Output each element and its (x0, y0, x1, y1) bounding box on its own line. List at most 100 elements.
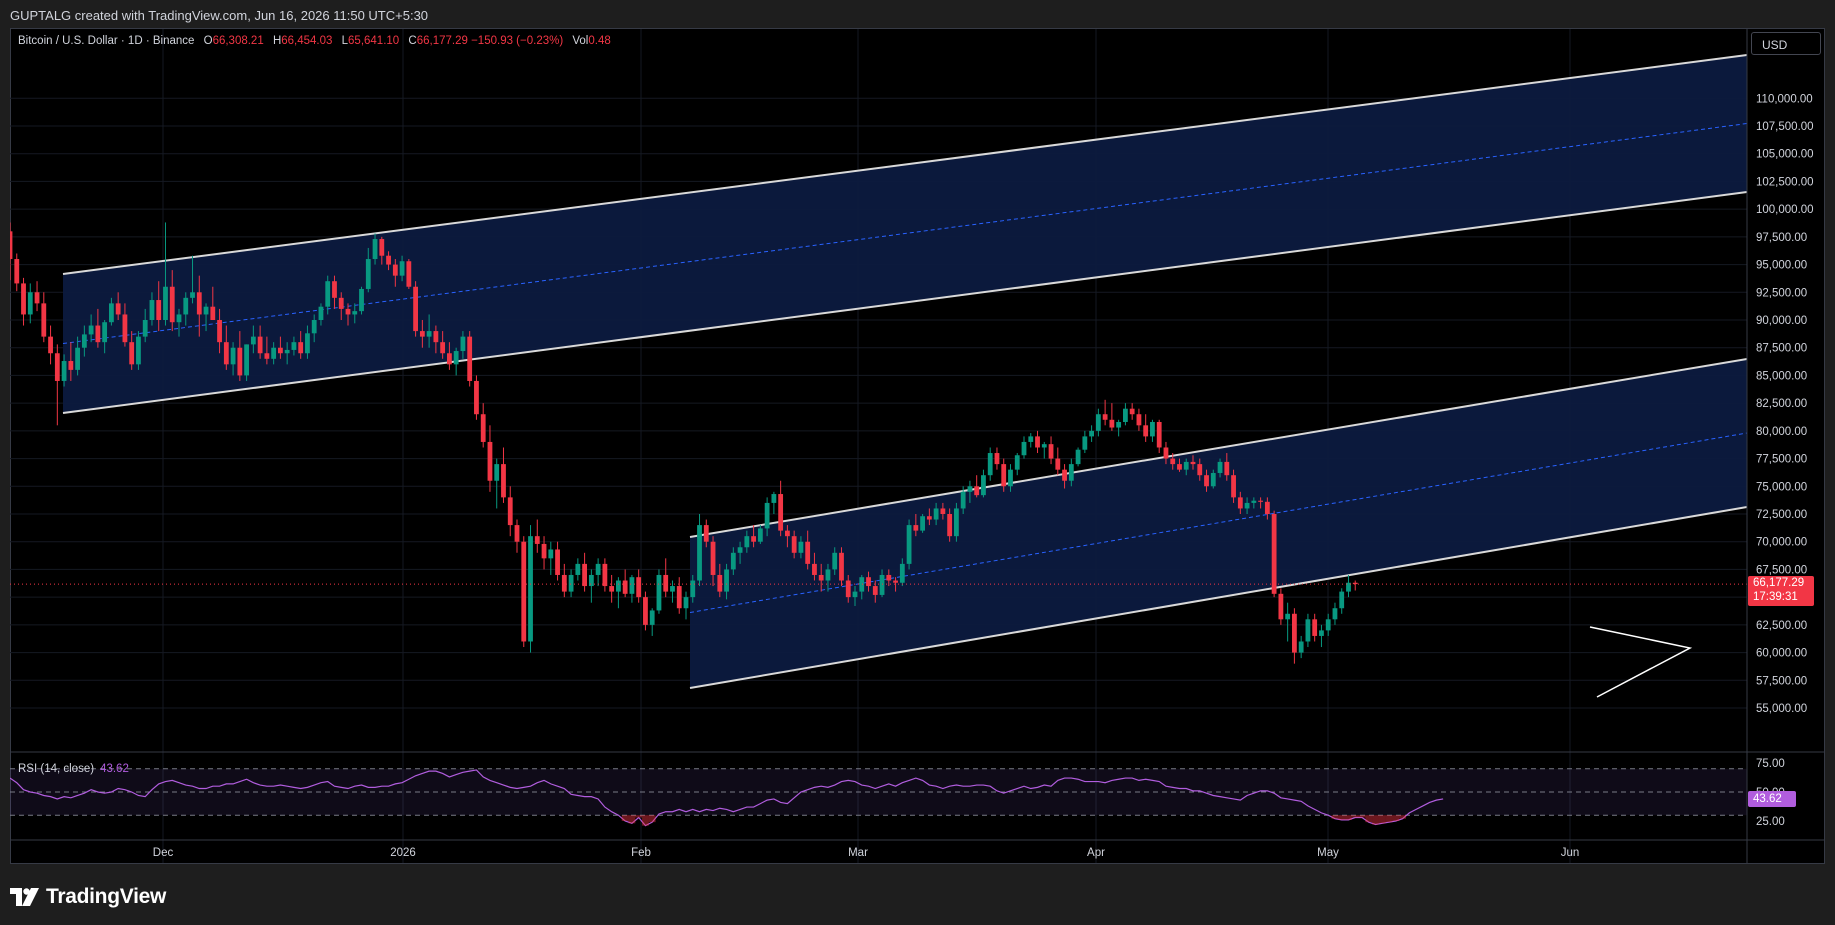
candle-body (1082, 436, 1088, 450)
candle-body (690, 580, 696, 598)
price-tick-label: 102,500.00 (1756, 176, 1814, 188)
candle-body (649, 610, 655, 625)
price-tick-label: 97,500.00 (1756, 232, 1807, 244)
candle-body (629, 577, 635, 594)
last-price-value: 66,177.29 (1753, 577, 1805, 590)
rsi-oversold-fill (628, 815, 636, 824)
candle-body (27, 292, 33, 315)
candle-body (264, 353, 270, 359)
candle-body (501, 464, 506, 498)
candle-body (359, 288, 364, 312)
candle-body (1319, 630, 1324, 636)
candle-body (318, 306, 324, 320)
candle-body (818, 574, 824, 581)
candle-body (1312, 619, 1318, 636)
candle-body (298, 342, 304, 354)
price-tick-label: 92,500.00 (1756, 287, 1807, 299)
candle-body (176, 314, 182, 323)
candle-body (1210, 472, 1216, 487)
price-tick-label: 55,000.00 (1756, 703, 1807, 715)
candle-body (798, 541, 804, 553)
candle-body (372, 239, 378, 260)
candle-body (575, 563, 581, 575)
candle-body (21, 283, 26, 315)
candle-body (460, 336, 466, 352)
candle-body (95, 325, 101, 343)
candle-body (291, 342, 297, 350)
candle-body (940, 508, 946, 514)
rsi-pane (10, 768, 1747, 827)
volume-label: Vol (572, 35, 589, 47)
candle-body (365, 259, 371, 289)
candle-body (582, 563, 587, 587)
candle-body (1346, 582, 1351, 592)
candle-body (785, 530, 790, 537)
price-tick-label: 75,000.00 (1756, 481, 1807, 493)
price-tick-label: 67,500.00 (1756, 564, 1807, 576)
change-value: −150.93 (−0.23%) (471, 35, 564, 47)
candle-body (244, 344, 249, 376)
candle-body (1116, 421, 1122, 428)
time-tick-label: Apr (1087, 847, 1105, 859)
time-tick-label: Mar (848, 847, 868, 859)
candle-body (433, 331, 439, 343)
currency-button[interactable]: USD (1751, 32, 1821, 55)
candle-body (250, 336, 256, 345)
channel-lower-lower (689, 506, 1747, 689)
candlestick-series (10, 222, 1747, 664)
price-tick-label: 87,500.00 (1756, 343, 1807, 355)
candle-body (399, 261, 405, 276)
candle-body (129, 342, 135, 365)
tradingview-logo-icon (10, 888, 39, 906)
candle-body (196, 292, 202, 315)
open-label: O (203, 35, 213, 47)
candle-body (406, 261, 412, 287)
parallel-channels (62, 54, 1747, 689)
candle-body (926, 516, 932, 520)
rsi-oversold-fill (635, 815, 643, 818)
candle-body (1068, 464, 1074, 481)
candle-body (1123, 408, 1128, 422)
attribution-bar: GUPTALG created with TradingView.com, Ju… (0, 0, 1835, 28)
candle-body (88, 325, 94, 335)
candle-body (1251, 500, 1257, 503)
candle-body (1285, 613, 1291, 620)
rsi-legend-value: 43.62 (100, 763, 129, 775)
candle-body (1028, 436, 1034, 442)
candle-body (1014, 455, 1020, 470)
candle-body (852, 591, 858, 598)
rsi-line (10, 769, 1444, 827)
candle-body (338, 297, 344, 309)
candle-body (541, 543, 547, 559)
candle-body (419, 331, 425, 337)
rsi-legend: RSI (14, close) 43.62 (18, 763, 129, 775)
candle-body (751, 536, 756, 542)
rsi-oversold-fill (642, 815, 649, 826)
rsi-oversold-fill (1338, 815, 1346, 820)
price-tick-label: 110,000.00 (1756, 93, 1813, 105)
candle-body (1150, 421, 1155, 437)
candle-body (1271, 514, 1277, 594)
time-tick-label: Jun (1561, 847, 1580, 859)
candle-body (683, 597, 689, 609)
price-tick-label: 62,500.00 (1756, 620, 1807, 632)
candle-body (1129, 408, 1135, 415)
candle-body (724, 569, 729, 592)
tradingview-footer[interactable]: TradingView (10, 882, 166, 912)
candle-body (257, 336, 263, 354)
last-price-label: 66,177.29 17:39:31 (1748, 576, 1814, 607)
candle-body (386, 255, 391, 265)
candle-body (136, 336, 141, 365)
candle-body (1163, 447, 1169, 459)
candle-body (487, 441, 493, 481)
candle-body (1055, 458, 1061, 470)
candle-body (163, 286, 168, 320)
rsi-oversold-fill (1351, 815, 1359, 818)
candle-body (771, 494, 777, 503)
candle-body (805, 541, 811, 564)
candle-body (954, 508, 959, 537)
candle-body (561, 574, 567, 592)
candle-body (1041, 444, 1047, 448)
candle-body (1332, 608, 1338, 620)
